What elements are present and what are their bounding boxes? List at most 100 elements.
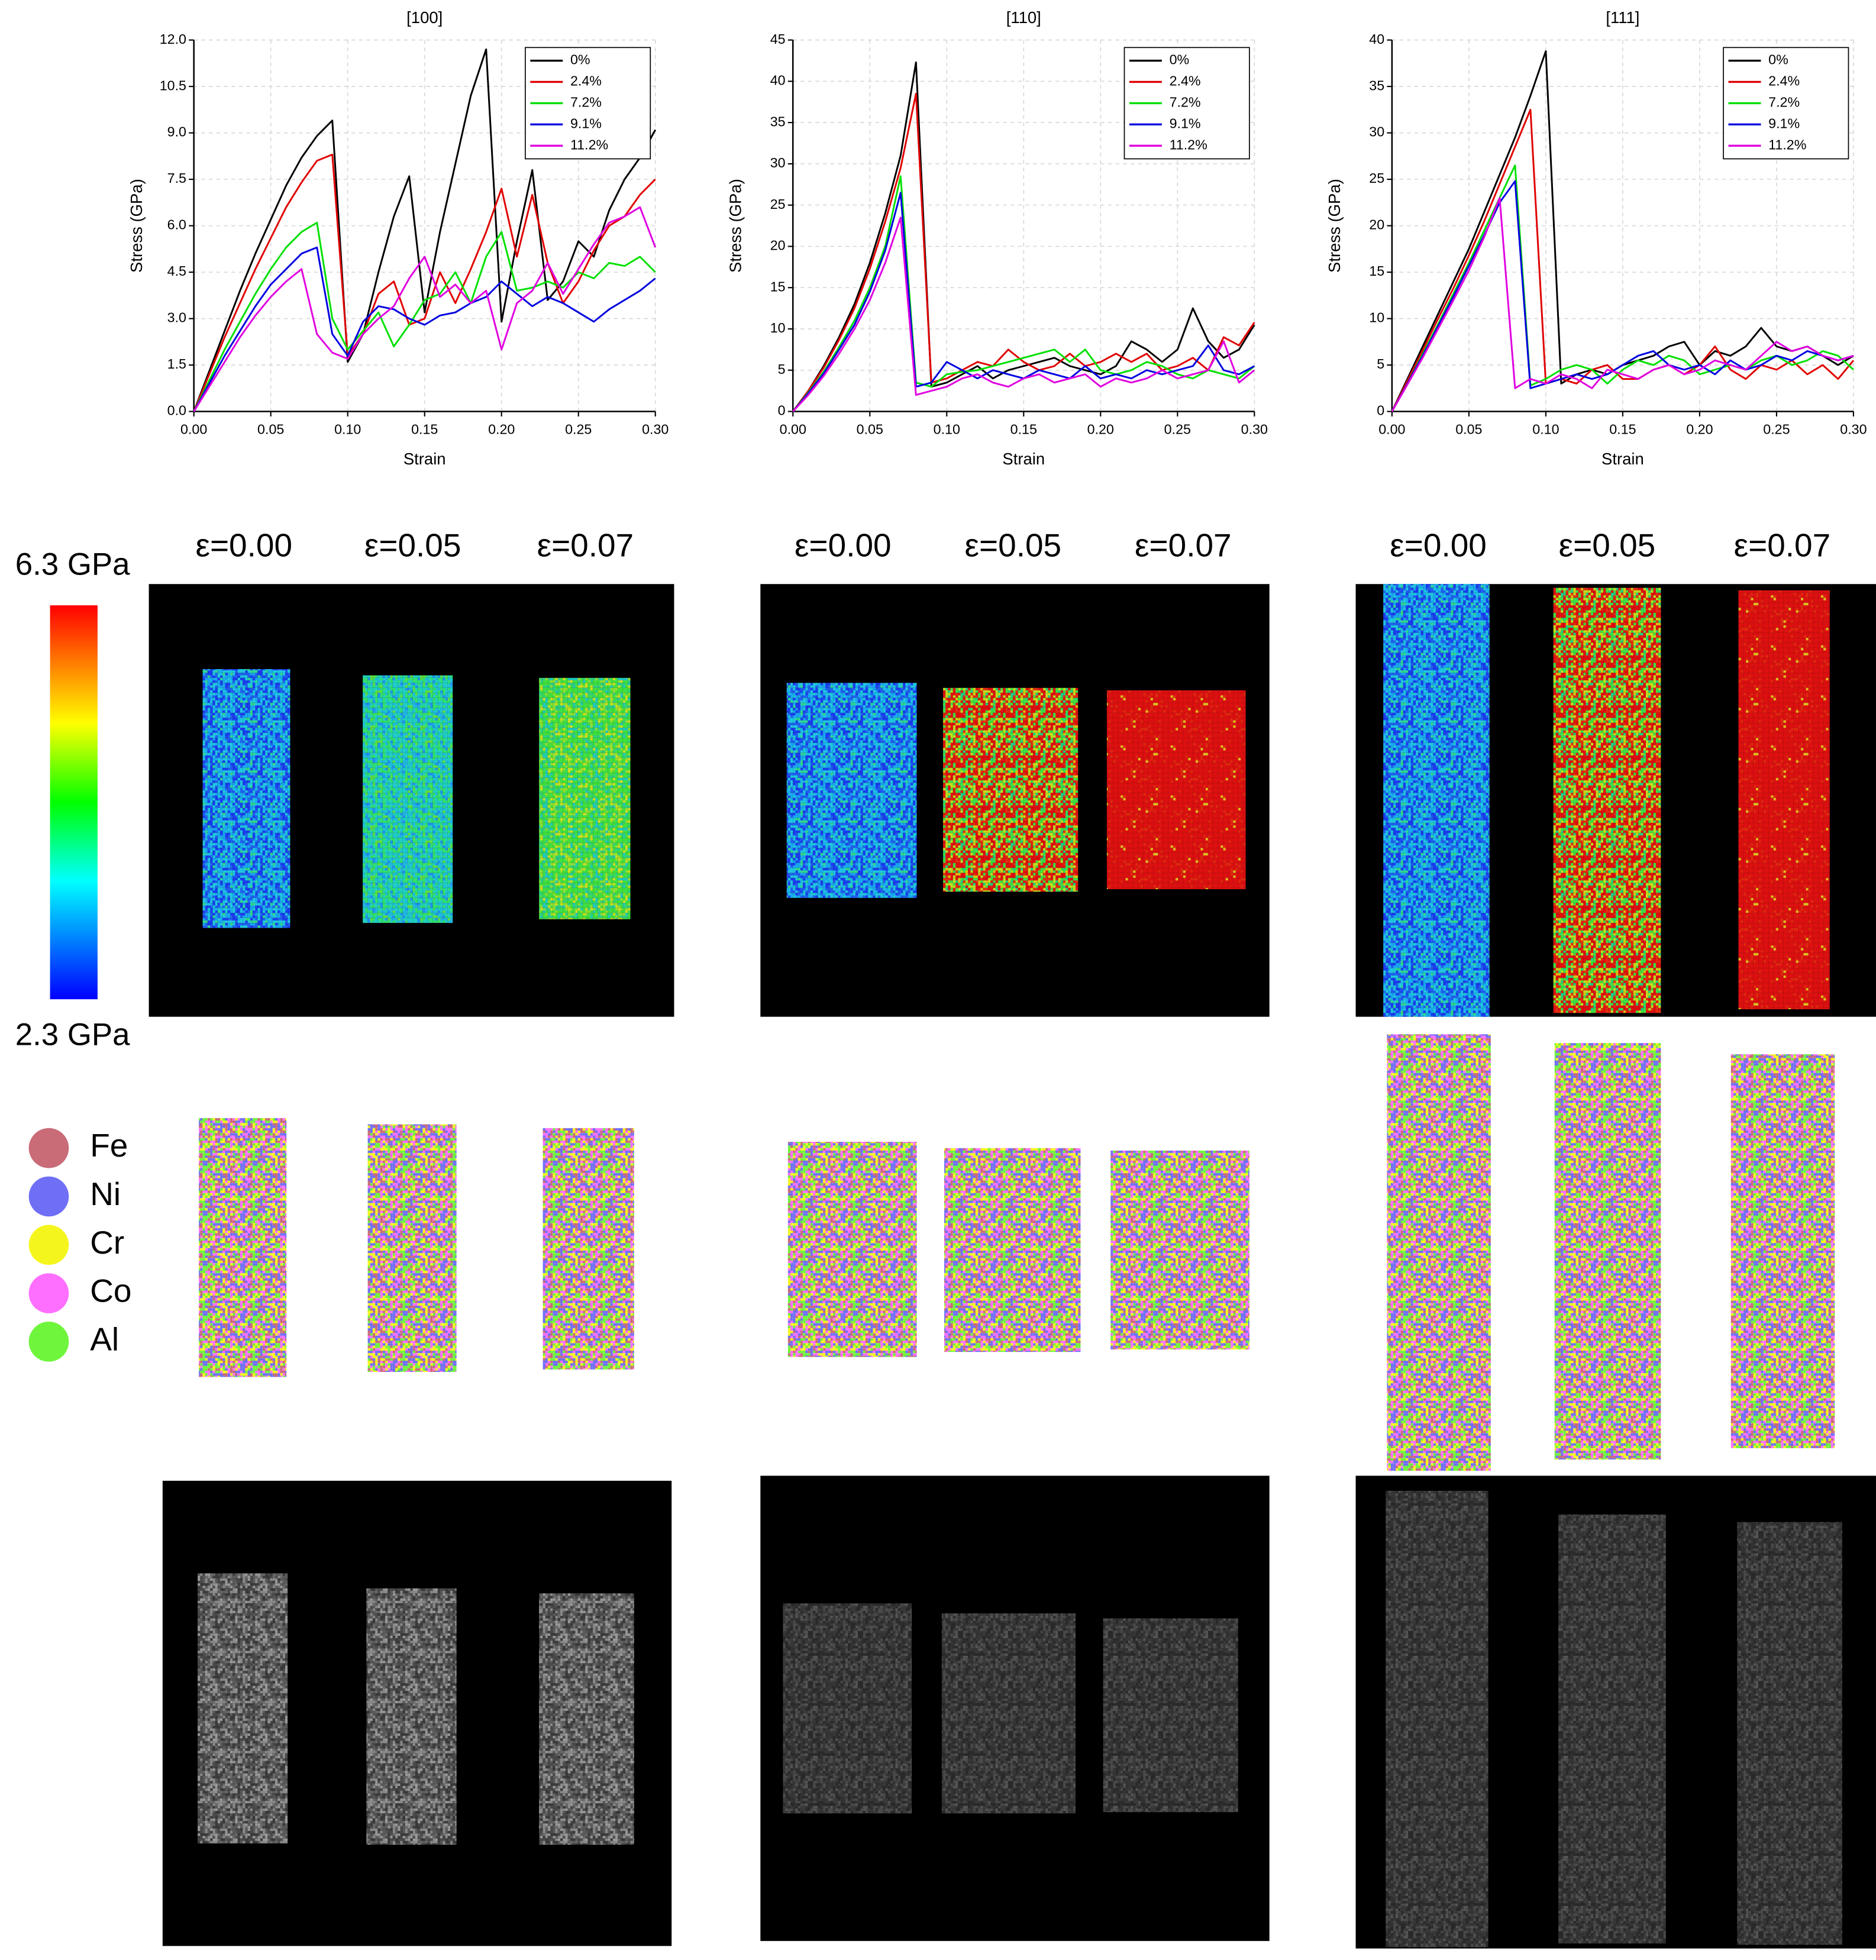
x-tick-label: 0.05 bbox=[1455, 421, 1482, 437]
legend-label: 7.2% bbox=[570, 95, 602, 110]
structure-map bbox=[783, 1603, 912, 1813]
element-swatch bbox=[29, 1273, 69, 1313]
y-tick-label: 1.5 bbox=[167, 356, 186, 372]
element-swatch bbox=[29, 1177, 69, 1217]
legend-label: 7.2% bbox=[1170, 95, 1201, 110]
y-tick-label: 12.0 bbox=[160, 31, 186, 47]
y-tick-label: 15 bbox=[1369, 263, 1384, 279]
strain-label: ε=0.05 bbox=[364, 527, 461, 563]
y-tick-label: 5 bbox=[778, 361, 786, 377]
legend-label: 11.2% bbox=[570, 137, 608, 152]
structure-map bbox=[1737, 1522, 1842, 1945]
page: 6.3 GPa 2.3 GPa 0.0 1.5 3.0 4.5 6.0 7.5 9.0 10.… bbox=[0, 0, 1876, 1960]
strain-label: ε=0.05 bbox=[965, 527, 1062, 563]
legend-label: 2.4% bbox=[1170, 73, 1201, 89]
y-tick-label: 0 bbox=[1377, 403, 1384, 418]
structure-map bbox=[1558, 1515, 1666, 1943]
element-swatch bbox=[29, 1322, 69, 1362]
y-tick-label: 10 bbox=[1369, 310, 1384, 325]
colorbar-max: 6.3 GPa bbox=[15, 547, 130, 582]
composition-map bbox=[1387, 1034, 1490, 1471]
legend-label: 0% bbox=[570, 52, 590, 67]
strain-label: ε=0.00 bbox=[1390, 527, 1487, 563]
y-tick-label: 30 bbox=[770, 155, 786, 170]
x-tick-label: 0.30 bbox=[1840, 421, 1867, 437]
stress-map bbox=[363, 676, 453, 924]
legend-label: 2.4% bbox=[1768, 73, 1800, 89]
x-tick-label: 0.05 bbox=[257, 421, 284, 437]
legend-label: 2.4% bbox=[570, 73, 602, 89]
composition-map bbox=[1110, 1151, 1249, 1349]
x-tick-label: 0.25 bbox=[1763, 421, 1790, 437]
strain-label: ε=0.07 bbox=[1734, 527, 1831, 563]
y-tick-label: 30 bbox=[1369, 124, 1384, 140]
y-tick-label: 9.0 bbox=[167, 124, 186, 140]
y-tick-label: 20 bbox=[770, 238, 786, 253]
y-tick-label: 0 bbox=[778, 403, 786, 418]
x-tick-label: 0.25 bbox=[565, 421, 592, 437]
legend-label: 9.1% bbox=[1768, 115, 1800, 131]
y-axis-label: Stress (GPa) bbox=[1325, 179, 1344, 273]
y-tick-label: 25 bbox=[1369, 170, 1384, 186]
composition-map bbox=[788, 1142, 917, 1357]
y-tick-label: 6.0 bbox=[167, 217, 186, 233]
structure-map bbox=[198, 1573, 288, 1843]
stress-map bbox=[202, 669, 290, 928]
element-label: Co bbox=[90, 1273, 131, 1309]
stress-map bbox=[1738, 590, 1829, 1009]
y-axis-label: Stress (GPa) bbox=[726, 179, 744, 273]
y-tick-label: 15 bbox=[770, 279, 786, 294]
stress-map bbox=[1383, 584, 1490, 1016]
x-tick-label: 0.00 bbox=[780, 421, 806, 437]
colorbar-min: 2.3 GPa bbox=[15, 1017, 130, 1052]
colorbar bbox=[50, 605, 98, 999]
stress-map bbox=[787, 683, 917, 898]
chart-title: [100] bbox=[406, 8, 443, 27]
element-swatch bbox=[29, 1225, 69, 1265]
legend-label: 9.1% bbox=[570, 115, 602, 131]
strain-label: ε=0.05 bbox=[1559, 527, 1656, 563]
y-tick-label: 20 bbox=[1369, 217, 1384, 233]
x-axis-label: Strain bbox=[403, 450, 446, 468]
composition-map bbox=[368, 1124, 457, 1372]
x-tick-label: 0.00 bbox=[1378, 421, 1405, 437]
stress-map bbox=[1107, 690, 1246, 889]
composition-map bbox=[199, 1118, 286, 1377]
y-tick-label: 25 bbox=[770, 196, 786, 212]
strain-label: ε=0.00 bbox=[195, 527, 292, 563]
y-tick-label: 35 bbox=[1369, 78, 1384, 93]
y-tick-label: 40 bbox=[1369, 31, 1384, 47]
element-label: Ni bbox=[90, 1176, 121, 1212]
x-tick-label: 0.30 bbox=[1241, 421, 1268, 437]
element-label: Al bbox=[90, 1320, 119, 1357]
structure-map bbox=[1103, 1618, 1238, 1812]
composition-map bbox=[543, 1128, 634, 1370]
y-tick-label: 35 bbox=[770, 114, 786, 129]
x-tick-label: 0.20 bbox=[488, 421, 515, 437]
structure-map bbox=[942, 1613, 1076, 1813]
y-tick-label: 10 bbox=[770, 320, 786, 335]
x-tick-label: 0.15 bbox=[411, 421, 438, 437]
x-tick-label: 0.00 bbox=[180, 421, 207, 437]
legend-label: 0% bbox=[1768, 52, 1788, 67]
y-tick-label: 10.5 bbox=[160, 78, 186, 93]
x-axis-label: Strain bbox=[1002, 450, 1045, 468]
y-tick-label: 45 bbox=[770, 31, 786, 47]
chart-title: [110] bbox=[1006, 8, 1041, 27]
y-tick-label: 7.5 bbox=[167, 170, 186, 186]
composition-map bbox=[1731, 1054, 1835, 1448]
element-label: Cr bbox=[90, 1224, 124, 1261]
x-tick-label: 0.05 bbox=[857, 421, 883, 437]
x-tick-label: 0.15 bbox=[1010, 421, 1037, 437]
stress-map bbox=[1554, 588, 1661, 1013]
strain-label: ε=0.07 bbox=[537, 527, 634, 563]
strain-label: ε=0.07 bbox=[1135, 527, 1232, 563]
element-swatch bbox=[29, 1128, 69, 1168]
y-tick-label: 3.0 bbox=[167, 310, 186, 325]
element-label: Fe bbox=[90, 1127, 128, 1164]
figure: 6.3 GPa 2.3 GPa 0.01.53.04.56.07.59.010.… bbox=[0, 0, 1876, 1960]
x-tick-label: 0.10 bbox=[934, 421, 960, 437]
legend-label: 11.2% bbox=[1170, 137, 1207, 152]
x-tick-label: 0.25 bbox=[1164, 421, 1191, 437]
strain-label: ε=0.00 bbox=[795, 527, 892, 563]
